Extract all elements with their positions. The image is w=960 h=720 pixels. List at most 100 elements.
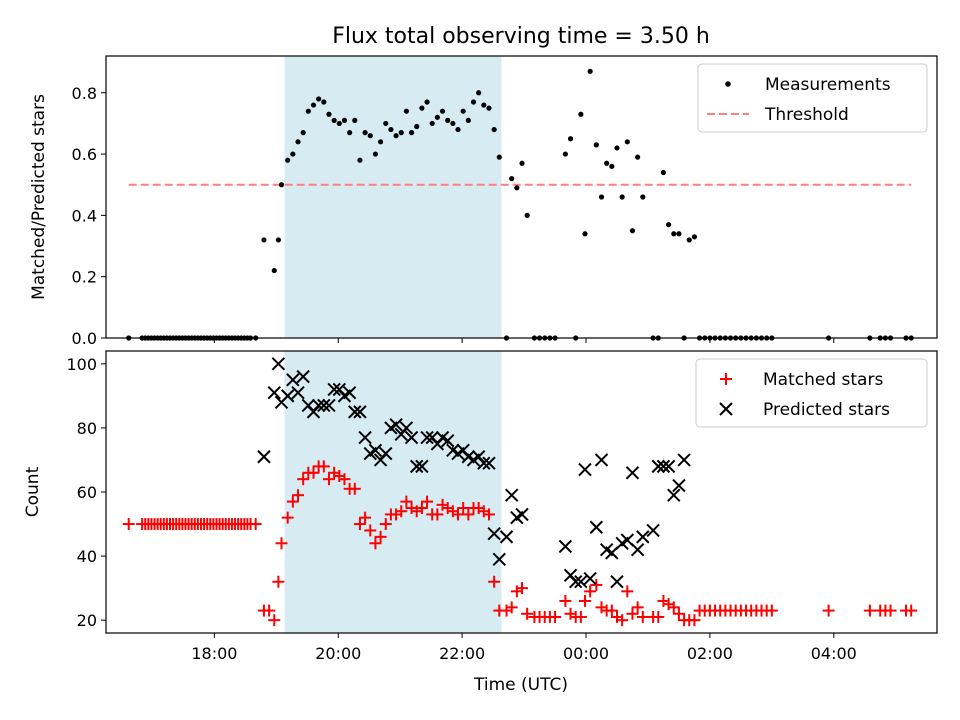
matched-star-point: [584, 585, 597, 598]
top-y-axis: 0.0 0.2 0.4 0.6 0.8: [72, 84, 106, 348]
measurement-point: [424, 99, 430, 105]
matched-star-point: [348, 482, 361, 495]
measurement-point: [519, 160, 525, 166]
legend-measurement-dot: [725, 81, 731, 87]
predicted-star-point: [651, 459, 665, 474]
matched-star-point: [421, 495, 434, 508]
matched-star-point: [765, 604, 778, 617]
top-y-tick-label: 0.8: [72, 84, 97, 103]
matched-star-point: [626, 607, 639, 620]
predicted-star-point: [399, 421, 414, 435]
x-tick-label: 22:00: [439, 644, 485, 663]
measurement-point: [514, 185, 520, 191]
measurement-point: [470, 99, 477, 105]
predicted-star-point: [589, 520, 604, 534]
bottom-y-tick-label: 60: [77, 483, 97, 502]
predicted-star-point: [482, 456, 496, 470]
measurement-point: [509, 176, 515, 182]
predicted-star-point: [342, 385, 357, 400]
predicted-star-point: [646, 523, 660, 538]
predicted-star-point: [477, 456, 491, 470]
matched-star-point: [549, 610, 562, 623]
measurement-point: [567, 136, 574, 142]
measurement-point: [326, 111, 332, 117]
predicted-star-point: [358, 430, 372, 445]
x-tick-label: 00:00: [563, 644, 609, 663]
predicted-star-point: [389, 417, 403, 432]
matched-star-point: [353, 518, 366, 531]
predicted-star-point: [568, 575, 583, 589]
bottom-y-tick-label: 20: [77, 611, 97, 630]
matched-star-point: [521, 607, 534, 620]
measurement-point: [660, 169, 667, 176]
bottom-y-tick-label: 40: [77, 547, 97, 566]
bottom-y-axis-label: Count: [23, 466, 43, 517]
matched-star-point: [863, 604, 876, 617]
matched-star-point: [605, 604, 618, 617]
x-tick-label: 20:00: [315, 644, 361, 663]
measurement-point: [578, 111, 584, 117]
matched-star-point: [338, 473, 351, 486]
measurement-point: [691, 234, 698, 240]
measurement-point: [352, 117, 358, 123]
legend-predicted-label: Predicted stars: [763, 400, 890, 420]
measurement-point: [481, 102, 487, 108]
top-y-axis-label: Matched/Predicted stars: [29, 94, 49, 300]
predicted-star-point: [440, 434, 455, 448]
matched-star-point: [364, 524, 377, 537]
matched-star-point: [621, 585, 634, 598]
top-panel: 0.00.20.40.60.8 Matched/Predicted stars …: [29, 55, 938, 348]
matched-star-point: [374, 530, 387, 543]
matched-star-point: [652, 610, 665, 623]
predicted-star-point: [286, 373, 300, 387]
matched-star-point: [281, 511, 294, 524]
measurement-point: [496, 154, 502, 160]
predicted-star-point: [504, 488, 519, 502]
predicted-star-point: [368, 443, 383, 458]
predicted-star-point: [487, 526, 501, 541]
predicted-star-point: [271, 357, 286, 371]
measurement-point: [460, 108, 466, 114]
measurement-point: [491, 126, 497, 133]
matched-star-point: [317, 460, 330, 473]
measurement-point: [271, 267, 277, 274]
measurement-point: [408, 130, 415, 136]
measurement-point: [429, 120, 435, 127]
matched-star-point: [457, 502, 470, 515]
predicted-star-point: [499, 530, 514, 544]
x-axis-label: Time (UTC): [473, 675, 568, 695]
predicted-star-point: [610, 575, 624, 589]
legend-matched-marker: [720, 373, 732, 385]
predicted-star-point: [672, 478, 686, 493]
measurement-point: [593, 142, 599, 148]
measurement-point: [305, 108, 311, 114]
matched-star-point: [505, 601, 518, 614]
matched-star-point: [616, 614, 629, 627]
measurement-point: [445, 117, 451, 123]
matched-star-point: [400, 495, 413, 508]
measurement-point: [261, 237, 267, 243]
measurement-point: [316, 96, 322, 102]
matched-star-point: [307, 466, 320, 479]
predicted-star-point: [317, 398, 331, 413]
predicted-star-point: [574, 575, 588, 589]
measurement-point: [321, 99, 327, 105]
matched-star-point: [631, 601, 644, 614]
measurement-point: [524, 212, 530, 218]
matched-star-point: [884, 604, 897, 617]
predicted-star-point: [379, 446, 393, 461]
predicted-star-point: [291, 385, 305, 400]
measurement-point: [666, 221, 672, 228]
bottom-axes-frame: [105, 350, 938, 634]
measurement-point: [419, 105, 425, 111]
matched-star-point: [462, 508, 475, 521]
bottom-y-axis: 20 40 60 80 100: [66, 355, 106, 630]
predicted-star-point: [415, 459, 429, 474]
matched-star-point: [578, 594, 591, 607]
measurement-point: [614, 145, 620, 151]
matched-star-point: [272, 575, 285, 588]
matched-star-point: [822, 604, 835, 617]
measurement-point: [465, 117, 471, 123]
matched-star-point: [379, 518, 392, 531]
